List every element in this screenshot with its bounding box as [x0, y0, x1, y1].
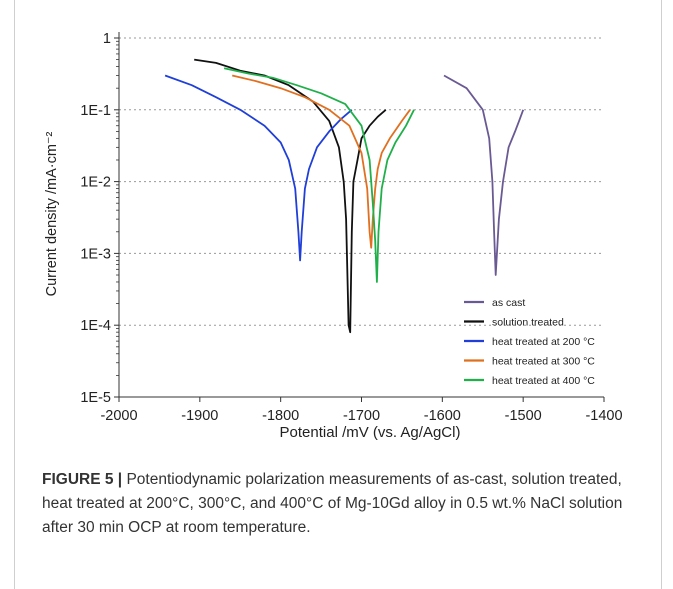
legend-label: heat treated at 300 °C	[492, 356, 595, 368]
y-tick-label: 1	[103, 31, 111, 47]
chart-grid	[119, 37, 604, 326]
series-line-heat-treated-at-200-c	[164, 74, 353, 262]
x-tick-label: -1800	[262, 408, 299, 424]
y-tick-label: 1E-5	[80, 390, 111, 406]
chart-axes	[114, 32, 605, 402]
chart-legend: as cast solution treated heat treated at 2…	[464, 297, 595, 387]
chart: 1 1E-1 1E-2 1E-3 1E-4 1E-5 -2000 -1900 -1800 -17…	[44, 31, 623, 441]
figure-frame	[14, 0, 662, 589]
figure-caption: FIGURE 5 | Potentiodynamic polarization …	[42, 468, 652, 540]
legend-label: heat treated at 400 °C	[492, 375, 595, 387]
y-tick-label: 1E-2	[80, 175, 111, 191]
y-tick-label: 1E-4	[80, 318, 111, 334]
y-tick-labels: 1 1E-1 1E-2 1E-3 1E-4 1E-5	[80, 31, 111, 406]
series-line-heat-treated-at-400-c	[223, 67, 415, 283]
series-line-as-cast	[443, 74, 525, 276]
x-tick-label: -1500	[505, 408, 542, 424]
legend-label: heat treated at 200 °C	[492, 336, 595, 348]
caption-text: Potentiodynamic polarization measurement…	[42, 471, 623, 536]
x-tick-labels: -2000 -1900 -1800 -1700 -1600 -1500 -1400	[100, 408, 622, 424]
x-tick-label: -1700	[343, 408, 380, 424]
y-tick-label: 1E-1	[80, 103, 111, 119]
chart-series	[164, 58, 525, 334]
y-axis-label: Current density /mA·cm⁻²	[44, 131, 60, 296]
caption-label: FIGURE 5 |	[42, 471, 123, 488]
y-tick-label: 1E-3	[80, 246, 111, 262]
legend-label: solution treated	[492, 317, 564, 329]
series-line-heat-treated-at-300-c	[231, 74, 411, 249]
x-tick-label: -2000	[100, 408, 137, 424]
x-tick-label: -1600	[424, 408, 461, 424]
legend-label: as cast	[492, 297, 525, 309]
x-tick-label: -1400	[585, 408, 622, 424]
x-axis-label: Potential /mV (vs. Ag/AgCl)	[280, 424, 461, 441]
x-tick-label: -1900	[181, 408, 218, 424]
